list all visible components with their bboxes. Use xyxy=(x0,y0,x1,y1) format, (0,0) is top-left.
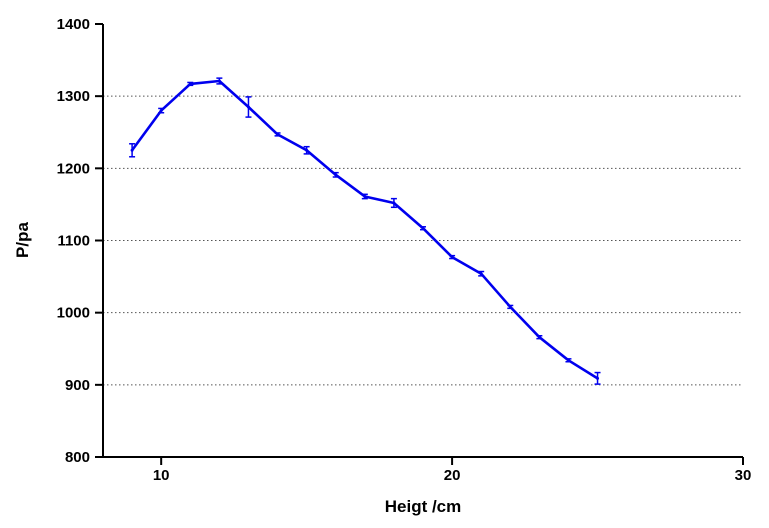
y-tick-label-1300: 1300 xyxy=(57,88,90,105)
data-point-19 xyxy=(421,226,425,230)
data-point-20 xyxy=(450,255,454,259)
series xyxy=(129,77,601,385)
gridlines xyxy=(103,95,743,386)
x-tick-label-20: 20 xyxy=(444,467,461,484)
data-point-9 xyxy=(130,148,134,152)
data-point-13 xyxy=(246,105,250,109)
x-tick-label-10: 10 xyxy=(153,467,170,484)
data-point-10 xyxy=(159,109,163,113)
data-point-14 xyxy=(276,132,280,136)
ticks: 800 900 1000 1100 1200 1300 1400 10 20 30 xyxy=(57,16,752,484)
x-tick-label-30: 30 xyxy=(735,467,752,484)
data-point-18 xyxy=(392,201,396,205)
y-axis-title: P/pa xyxy=(13,222,32,258)
y-tick-label-1200: 1200 xyxy=(57,160,90,177)
data-point-17 xyxy=(363,194,367,198)
y-tick-label-1000: 1000 xyxy=(57,305,90,322)
data-point-16 xyxy=(334,173,338,177)
data-point-24 xyxy=(566,358,570,362)
data-point-15 xyxy=(305,148,309,152)
data-point-11 xyxy=(188,82,192,86)
series-line-0 xyxy=(131,79,599,380)
y-tick-label-900: 900 xyxy=(65,377,90,394)
data-point-21 xyxy=(479,272,483,276)
y-tick-label-1100: 1100 xyxy=(57,233,90,250)
y-tick-label-1400: 1400 xyxy=(57,16,90,33)
x-axis-title: Heigt /cm xyxy=(385,497,462,516)
data-point-25 xyxy=(596,376,600,380)
y-tick-label-800: 800 xyxy=(65,449,90,466)
data-point-12 xyxy=(217,79,221,83)
data-point-22 xyxy=(508,305,512,309)
data-point-23 xyxy=(537,335,541,339)
